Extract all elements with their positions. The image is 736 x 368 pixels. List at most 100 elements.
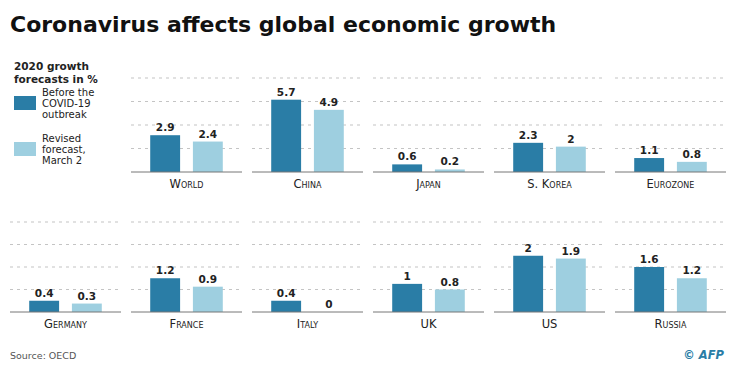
legend-swatch bbox=[14, 142, 36, 156]
data-label: 1 bbox=[403, 270, 410, 282]
grid-line bbox=[252, 289, 363, 290]
grid-line bbox=[615, 148, 726, 149]
grid-line bbox=[373, 267, 484, 268]
baseline bbox=[494, 172, 605, 173]
data-label: 0.8 bbox=[441, 276, 460, 288]
grid-line bbox=[10, 244, 121, 245]
grid-line bbox=[615, 267, 726, 268]
baseline bbox=[131, 172, 242, 173]
grid-line bbox=[131, 101, 242, 102]
grid-line bbox=[494, 222, 605, 223]
data-label: 0.8 bbox=[683, 148, 702, 160]
annotation: Source: OECD bbox=[10, 350, 76, 361]
bar bbox=[435, 290, 465, 313]
data-label: 0.6 bbox=[398, 150, 417, 162]
bars bbox=[513, 256, 586, 312]
category-label: World bbox=[170, 177, 204, 191]
data-label: 1.1 bbox=[640, 144, 659, 156]
category-label: Italy bbox=[297, 317, 319, 331]
grid-line bbox=[131, 148, 242, 149]
data-label: 1.6 bbox=[640, 253, 659, 265]
data-label: 0 bbox=[325, 298, 332, 310]
data-label: 0.4 bbox=[35, 287, 54, 299]
grid-line bbox=[373, 148, 484, 149]
grid bbox=[373, 78, 484, 149]
bar bbox=[314, 110, 344, 172]
grid-line bbox=[373, 78, 484, 79]
grid-line bbox=[131, 244, 242, 245]
bars bbox=[271, 301, 301, 312]
panel: 1.20.9France bbox=[131, 222, 242, 331]
baseline bbox=[131, 312, 242, 313]
data-label: 0.9 bbox=[199, 273, 218, 285]
bar bbox=[150, 278, 180, 312]
grid-line bbox=[131, 267, 242, 268]
data-label: 4.9 bbox=[320, 96, 339, 108]
panel: 2.32S. Korea bbox=[494, 78, 605, 191]
bar bbox=[513, 143, 543, 172]
grid-line bbox=[252, 267, 363, 268]
bars bbox=[392, 284, 465, 312]
baseline bbox=[252, 312, 363, 313]
grid bbox=[615, 78, 726, 149]
bar bbox=[556, 259, 586, 312]
bar bbox=[193, 287, 223, 312]
grid bbox=[494, 222, 605, 290]
grid-line bbox=[615, 222, 726, 223]
grid bbox=[615, 222, 726, 290]
grid-line bbox=[373, 289, 484, 290]
panel: 0.6 0.2Japan bbox=[373, 78, 484, 191]
grid-line bbox=[252, 101, 363, 102]
category-label: China bbox=[294, 177, 322, 191]
bar bbox=[556, 147, 586, 172]
baseline bbox=[615, 172, 726, 173]
grid-line bbox=[615, 289, 726, 290]
bar bbox=[513, 256, 543, 312]
category-label: Japan bbox=[415, 177, 441, 191]
grid-line bbox=[615, 101, 726, 102]
grid-line bbox=[10, 267, 121, 268]
panel: 1.61.2Russia bbox=[615, 222, 726, 331]
baseline bbox=[615, 312, 726, 313]
grid-line bbox=[10, 289, 121, 290]
panel: 5.7 4.9 China bbox=[252, 78, 363, 191]
panel: 21.9US bbox=[494, 222, 605, 331]
legend-swatch bbox=[14, 96, 36, 110]
data-label: 5.7 bbox=[277, 86, 296, 98]
data-label: 2.4 bbox=[199, 128, 218, 140]
data-label: 1.9 bbox=[562, 245, 581, 257]
grid bbox=[131, 222, 242, 290]
category-label: Eurozone bbox=[647, 177, 695, 191]
bars bbox=[29, 301, 102, 312]
chart: Coronavirus affects global economic grow… bbox=[0, 0, 736, 368]
background bbox=[0, 0, 736, 368]
baseline bbox=[252, 172, 363, 173]
grid-line bbox=[615, 125, 726, 126]
data-label: 1.2 bbox=[683, 264, 702, 276]
grid bbox=[10, 222, 121, 290]
panel: 0.4 0 Italy bbox=[252, 222, 363, 331]
data-label: 2.3 bbox=[519, 129, 538, 141]
data-label: 2 bbox=[567, 133, 574, 145]
grid-line bbox=[373, 222, 484, 223]
grid bbox=[131, 78, 242, 149]
annotation: © AFP bbox=[683, 348, 724, 362]
data-label: 0.4 bbox=[277, 287, 296, 299]
bar bbox=[72, 304, 102, 312]
grid-line bbox=[494, 289, 605, 290]
grid bbox=[252, 222, 363, 290]
bar bbox=[392, 284, 422, 312]
bar bbox=[29, 301, 59, 312]
data-label: 0.2 bbox=[441, 155, 460, 167]
legend: 2020 growthforecasts in %Before theCOVID… bbox=[14, 60, 98, 166]
baseline bbox=[373, 312, 484, 313]
subtitle: 2020 growthforecasts in % bbox=[14, 60, 98, 85]
grid-line bbox=[131, 125, 242, 126]
bar bbox=[271, 100, 301, 172]
baseline bbox=[494, 312, 605, 313]
category-label: Germany bbox=[44, 317, 87, 331]
grid bbox=[494, 78, 605, 149]
grid-line bbox=[252, 125, 363, 126]
grid-line bbox=[373, 101, 484, 102]
bar bbox=[634, 267, 664, 312]
